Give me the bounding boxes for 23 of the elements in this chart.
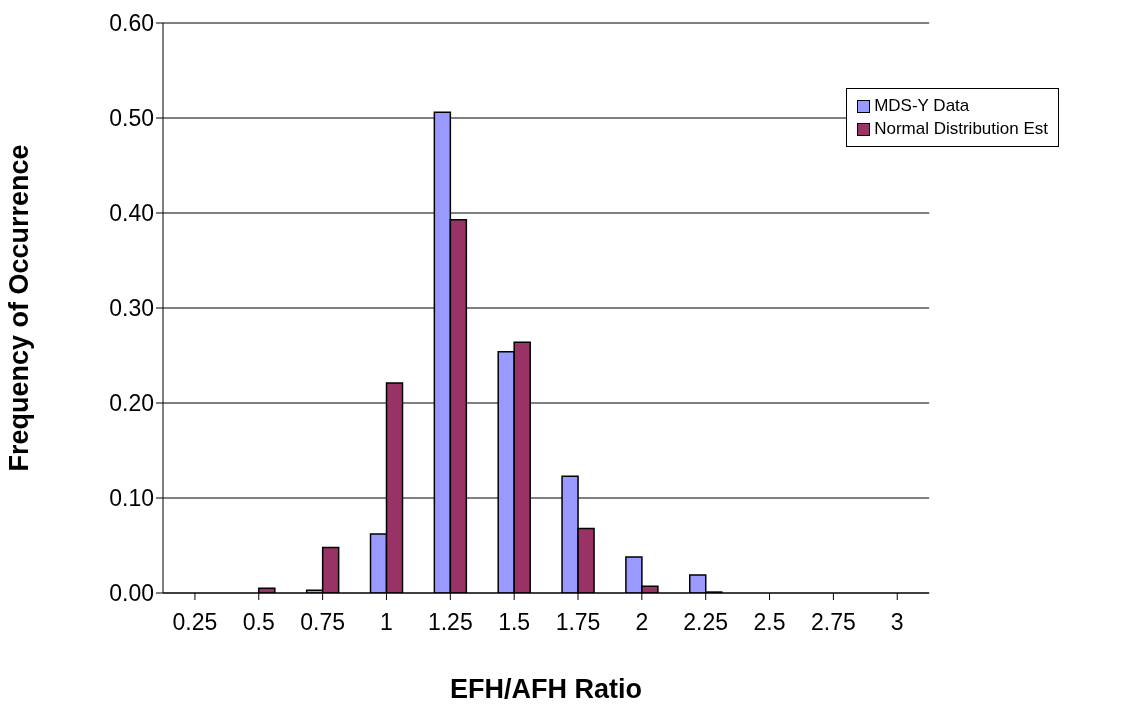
x-tick-label: 1.5 bbox=[498, 609, 531, 636]
x-tick-label: 1.75 bbox=[555, 609, 601, 636]
x-tick-label: 2.75 bbox=[811, 609, 856, 636]
x-tick-label: 0.25 bbox=[172, 609, 218, 636]
x-tick-label: 2.5 bbox=[753, 609, 786, 636]
y-axis-title: Frequency of Occurrence bbox=[3, 144, 34, 472]
y-tick-label: 0.20 bbox=[109, 390, 154, 417]
y-tick-label: 0.30 bbox=[109, 295, 154, 322]
x-tick-label: 1.25 bbox=[427, 609, 473, 636]
y-tick-label: 0.00 bbox=[109, 580, 154, 607]
y-tick-label: 0.60 bbox=[109, 10, 154, 37]
legend-label: Normal Distribution Est bbox=[873, 119, 1048, 139]
x-tick-label: 3 bbox=[890, 609, 904, 636]
legend-label: MDS-Y Data bbox=[873, 96, 971, 116]
x-tick-label: 1 bbox=[380, 609, 393, 636]
x-tick-label: 0.75 bbox=[300, 609, 345, 636]
x-tick-label: 2 bbox=[635, 609, 649, 636]
x-tick-label: 0.5 bbox=[242, 609, 275, 636]
x-tick-label: 2.25 bbox=[683, 609, 729, 636]
x-axis-title: EFH/AFH Ratio bbox=[450, 674, 643, 704]
y-tick-label: 0.50 bbox=[109, 105, 154, 132]
y-tick-label: 0.40 bbox=[109, 200, 154, 227]
y-tick-label: 0.10 bbox=[109, 485, 154, 512]
